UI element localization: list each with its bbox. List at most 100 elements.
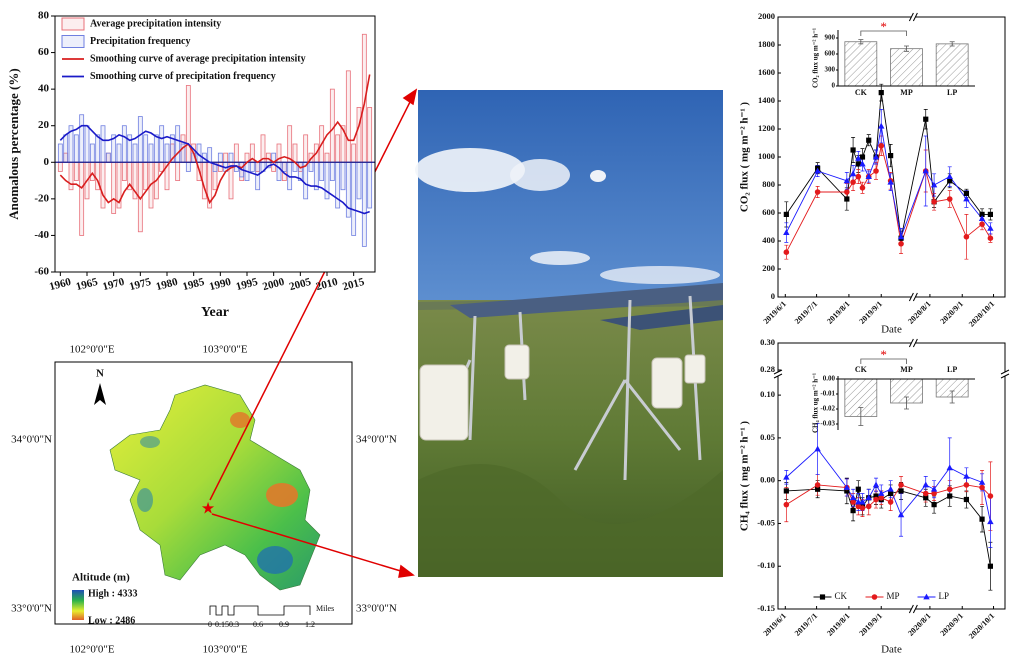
marker	[979, 211, 985, 217]
y-tick-label: 600	[762, 207, 775, 217]
y-tick-label: 800	[762, 179, 775, 189]
marker	[872, 481, 880, 488]
marker	[979, 221, 985, 227]
category-label: CK	[855, 365, 868, 374]
bar	[73, 161, 79, 181]
marker	[878, 494, 885, 501]
significance-mark: *	[880, 347, 887, 362]
marker	[947, 493, 953, 499]
marker	[873, 493, 879, 499]
marker	[865, 173, 872, 179]
marker	[850, 179, 856, 185]
axis-break-mark	[908, 604, 914, 614]
y-tick-label: 1000	[758, 151, 775, 161]
axis-break-mark	[773, 369, 783, 375]
y-tick-label: 900	[825, 34, 836, 42]
marker	[783, 249, 790, 255]
significance-bracket	[860, 358, 907, 364]
marker	[815, 486, 821, 492]
y-tick-label: 1600	[758, 67, 775, 77]
marker	[987, 225, 994, 231]
bar	[281, 161, 287, 172]
y-axis-label: CH₄ flux ( mg m⁻² h⁻¹ )	[739, 421, 751, 531]
cloud	[590, 170, 606, 182]
error-bar	[858, 39, 864, 45]
bar	[217, 152, 223, 163]
legend-label: LP	[939, 591, 950, 601]
x-tick-label: 2019/7/1	[793, 299, 819, 325]
error-bar	[858, 407, 864, 426]
marker	[887, 485, 894, 492]
y-tick-label: 0	[44, 156, 50, 168]
marker	[783, 211, 789, 217]
longitude-label: 103°0'0"E	[202, 644, 247, 656]
y-axis-label: CH₄ flux ug m⁻² h⁻¹	[812, 373, 820, 433]
bar	[345, 70, 351, 163]
marker	[855, 486, 861, 492]
bar	[111, 161, 117, 214]
marker	[931, 502, 937, 508]
marker	[987, 211, 993, 217]
y-tick-label: 0.30	[760, 337, 775, 347]
bar	[137, 116, 143, 163]
significance-mark: *	[880, 19, 887, 34]
legend-low: Low : 2486	[88, 615, 135, 626]
marker	[783, 501, 790, 508]
marker	[897, 511, 905, 518]
x-tick-label: 2020/9/1	[938, 611, 964, 637]
marker	[850, 508, 856, 514]
marker	[855, 161, 861, 167]
bar	[890, 48, 923, 87]
x-tick-label: 2019/9/1	[857, 299, 883, 325]
y-tick-label: -0.10	[757, 560, 775, 570]
site-photo	[415, 90, 723, 577]
marker	[859, 154, 866, 160]
x-tick-label: 1990	[208, 276, 233, 293]
y-tick-label: -0.03	[820, 420, 835, 428]
marker	[987, 235, 994, 241]
category-label: MP	[900, 88, 913, 97]
marker	[844, 196, 850, 202]
plot-frame	[777, 342, 1006, 610]
marker	[963, 472, 970, 479]
bar	[159, 125, 165, 163]
scale-unit: Miles	[316, 604, 334, 613]
y-axis-label: CO₂ flux ug m⁻² h⁻¹	[812, 28, 820, 88]
bar	[340, 161, 346, 191]
bar	[63, 134, 69, 163]
y-tick-label: -60	[34, 266, 49, 278]
longitude-label: 102°0'0"E	[69, 644, 114, 656]
legend-title: Altitude (m)	[72, 572, 130, 584]
cloud	[510, 159, 570, 191]
y-tick-label: -20	[34, 192, 49, 204]
bar	[57, 161, 63, 172]
scale-label: 1.2	[305, 620, 315, 629]
region-shape	[109, 384, 321, 591]
bar	[292, 143, 298, 163]
y-axis-label: CO₂ flux ( mg m⁻² h⁻¹ )	[739, 102, 751, 212]
y-tick-label: 0	[832, 82, 836, 90]
y-tick-label: -0.02	[820, 405, 835, 413]
x-tick-label: 2019/8/1	[825, 299, 851, 325]
legend-label: Average precipitation intensity	[90, 18, 221, 29]
marker	[898, 482, 904, 488]
y-tick-label: -0.15	[757, 603, 775, 613]
terrain-valley	[140, 436, 160, 448]
bar	[143, 134, 149, 163]
error-bar	[904, 45, 909, 52]
marker	[979, 516, 985, 522]
bar	[223, 152, 229, 163]
y-tick-label: 0.10	[760, 389, 775, 399]
y-tick-label: 20	[38, 119, 50, 131]
marker	[897, 233, 905, 240]
y-tick-label: -0.05	[757, 517, 775, 527]
bar	[367, 107, 373, 163]
y-tick-label: 80	[38, 10, 50, 22]
bar	[287, 125, 293, 163]
x-tick-label: 2000	[261, 276, 286, 293]
longitude-label: 103°0'0"E	[202, 344, 247, 356]
smoothing-curve	[59, 74, 371, 205]
marker	[931, 199, 937, 205]
x-tick-label: 2015	[341, 276, 366, 293]
